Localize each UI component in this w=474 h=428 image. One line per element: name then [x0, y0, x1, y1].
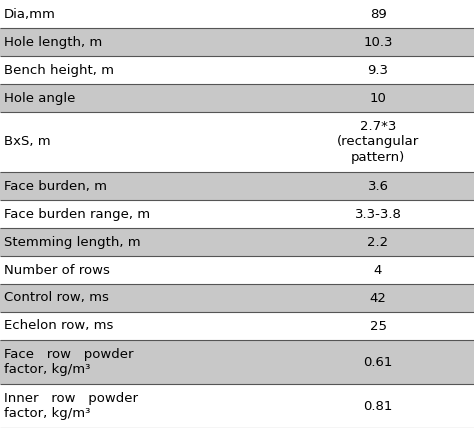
Text: Echelon row, ms: Echelon row, ms	[4, 319, 113, 333]
Text: 2.2: 2.2	[367, 235, 389, 249]
Text: 25: 25	[370, 319, 386, 333]
Text: 2.7*3
(rectangular
pattern): 2.7*3 (rectangular pattern)	[337, 120, 419, 164]
Text: Bench height, m: Bench height, m	[4, 63, 114, 77]
Text: Control row, ms: Control row, ms	[4, 291, 109, 304]
Text: 42: 42	[370, 291, 386, 304]
Bar	[0, 284, 474, 312]
Bar	[0, 256, 474, 284]
Text: Face burden range, m: Face burden range, m	[4, 208, 150, 220]
Bar	[0, 28, 474, 56]
Text: 9.3: 9.3	[367, 63, 389, 77]
Bar	[0, 340, 474, 384]
Bar	[0, 56, 474, 84]
Bar	[0, 312, 474, 340]
Text: 0.81: 0.81	[364, 399, 392, 413]
Text: Number of rows: Number of rows	[4, 264, 110, 276]
Text: 0.61: 0.61	[364, 356, 392, 369]
Text: Hole angle: Hole angle	[4, 92, 75, 104]
Bar	[0, 84, 474, 112]
Text: Face burden, m: Face burden, m	[4, 179, 107, 193]
Text: BxS, m: BxS, m	[4, 136, 51, 149]
Text: Inner   row   powder
factor, kg/m³: Inner row powder factor, kg/m³	[4, 392, 138, 420]
Text: 10.3: 10.3	[363, 36, 393, 48]
Text: Face   row   powder
factor, kg/m³: Face row powder factor, kg/m³	[4, 348, 134, 376]
Text: 4: 4	[374, 264, 382, 276]
Text: 3.3-3.8: 3.3-3.8	[355, 208, 401, 220]
Bar	[0, 172, 474, 200]
Text: 10: 10	[370, 92, 386, 104]
Text: 89: 89	[370, 8, 386, 21]
Bar	[0, 200, 474, 228]
Text: Hole length, m: Hole length, m	[4, 36, 102, 48]
Bar	[0, 0, 474, 28]
Bar	[0, 228, 474, 256]
Bar	[0, 384, 474, 428]
Text: Stemming length, m: Stemming length, m	[4, 235, 141, 249]
Text: Dia,mm: Dia,mm	[4, 8, 56, 21]
Text: 3.6: 3.6	[367, 179, 389, 193]
Bar	[0, 112, 474, 172]
